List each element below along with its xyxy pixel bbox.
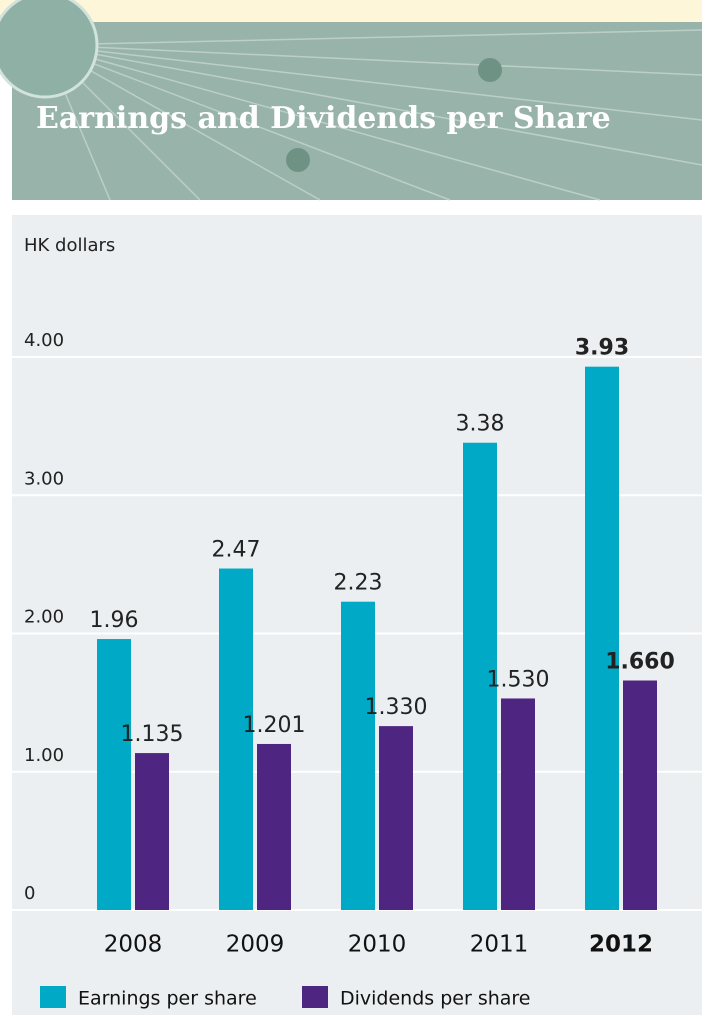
y-tick-label: 4.00 [24, 330, 64, 351]
value-label: 1.330 [365, 695, 428, 720]
bar [623, 680, 657, 910]
value-label: 2.23 [334, 571, 383, 596]
chart-title: Earnings and Dividends per Share [36, 101, 611, 136]
bar [135, 753, 169, 910]
value-label: 3.38 [456, 412, 505, 437]
value-label: 1.201 [243, 713, 306, 738]
banner: Earnings and Dividends per Share [0, 0, 702, 201]
bar [257, 743, 291, 910]
y-tick-label: 3.00 [24, 468, 64, 489]
legend-swatch [40, 986, 66, 1008]
y-tick-label: 2.00 [24, 607, 64, 628]
value-label: 1.96 [90, 608, 139, 633]
bar [219, 568, 253, 910]
bar [463, 442, 497, 910]
value-label: 1.660 [605, 650, 675, 675]
value-label: 1.135 [121, 722, 184, 747]
legend-label: Earnings per share [78, 988, 257, 1010]
banner-bg [12, 22, 702, 200]
banner-rays [44, 29, 702, 201]
y-tick-label: 0 [24, 883, 35, 904]
banner-dot [478, 58, 502, 82]
top-strip [0, 0, 702, 22]
legend-swatch [302, 986, 328, 1008]
banner-sun [0, 0, 99, 99]
y-axis-label: HK dollars [24, 235, 115, 256]
x-tick-label: 2012 [589, 932, 653, 958]
bar [97, 639, 131, 910]
legend-label: Dividends per share [340, 988, 531, 1010]
x-tick-label: 2011 [470, 932, 529, 958]
value-label: 2.47 [212, 538, 261, 563]
value-label: 1.530 [487, 667, 550, 692]
x-tick-label: 2008 [104, 932, 163, 958]
bar [341, 601, 375, 910]
x-tick-label: 2009 [226, 932, 285, 958]
x-tick-label: 2010 [348, 932, 407, 958]
value-label: 3.93 [575, 336, 629, 361]
bar [501, 698, 535, 910]
y-tick-label: 1.00 [24, 745, 64, 766]
bar [379, 726, 413, 910]
banner-dot [286, 148, 310, 172]
bar [585, 366, 619, 910]
